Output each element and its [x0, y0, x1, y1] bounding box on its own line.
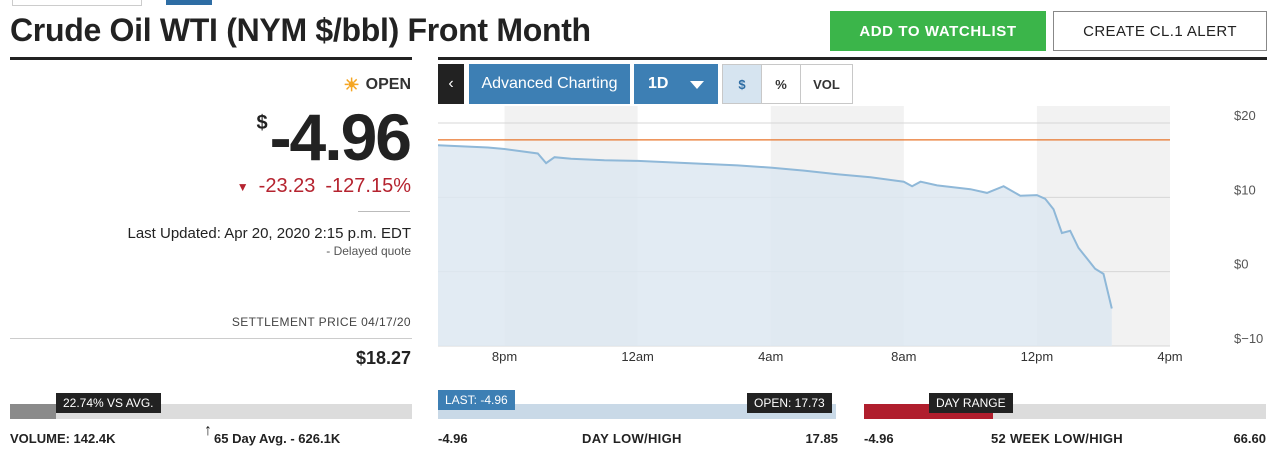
market-status: ☀ OPEN [344, 76, 411, 94]
price-area [438, 145, 1112, 346]
week52-low: -4.96 [864, 431, 894, 446]
week52-low-high-label: 52 WEEK LOW/HIGH [991, 431, 1123, 446]
change-value: -23.23 [258, 175, 316, 197]
day-range-tag: DAY RANGE [929, 393, 1013, 413]
price-chart-svg: $20 $10 $0 $−10 8pm 12am 4am 8am 12pm 4pm [438, 106, 1263, 364]
chevron-left-icon[interactable]: ‹ [438, 64, 464, 104]
arrow-up-icon: ↑ [204, 422, 212, 439]
price-display: $ -4.96 [256, 100, 412, 174]
price-line [438, 144, 1113, 309]
open-price-tag: OPEN: 17.73 [747, 393, 832, 413]
volume-vs-avg-tag: 22.74% VS AVG. [56, 393, 161, 413]
change-percent: -127.15% [325, 175, 411, 197]
y-tick-label: $0 [1234, 257, 1248, 272]
caret-down-icon [690, 81, 704, 89]
interval-value: 1D [648, 75, 669, 92]
currency-symbol: $ [256, 112, 268, 134]
day-low-high-label: DAY LOW/HIGH [582, 431, 682, 446]
x-tick-label: 8am [891, 349, 916, 364]
mode-dollar-button[interactable]: $ [723, 65, 762, 103]
quote-header-rule [10, 57, 412, 60]
settlement-label: SETTLEMENT PRICE 04/17/20 [231, 315, 411, 329]
page-title: Crude Oil WTI (NYM $/bbl) Front Month [10, 12, 591, 48]
delayed-quote-note: - Delayed quote [326, 244, 411, 258]
sun-icon: ☀ [343, 75, 360, 95]
volume-label: VOLUME: 142.4K [10, 431, 116, 446]
last-updated: Last Updated: Apr 20, 2020 2:15 p.m. EDT [127, 225, 411, 242]
week52-range-bar [864, 404, 1266, 419]
y-tick-label: $10 [1234, 182, 1256, 197]
mode-percent-button[interactable]: % [762, 65, 801, 103]
create-alert-button[interactable]: CREATE CL.1 ALERT [1053, 11, 1267, 51]
x-tick-label: 8pm [492, 349, 517, 364]
volume-bar-fill [10, 404, 56, 419]
last-price: -4.96 [269, 100, 412, 174]
divider [358, 211, 410, 212]
day-low: -4.96 [438, 431, 468, 446]
x-tick-label: 12pm [1021, 349, 1054, 364]
x-tick-label: 12am [621, 349, 654, 364]
x-tick-label: 4pm [1157, 349, 1182, 364]
price-change: ▼ -23.23 -127.15% [237, 175, 411, 198]
settlement-value: $18.27 [355, 348, 411, 368]
last-price-tag: LAST: -4.96 [438, 390, 515, 410]
market-status-label: OPEN [365, 76, 411, 93]
y-tick-label: $−10 [1234, 331, 1263, 346]
advanced-charting-button[interactable]: Advanced Charting [469, 64, 630, 104]
x-tick-label: 4am [758, 349, 783, 364]
divider [10, 338, 412, 339]
mode-volume-button[interactable]: VOL [813, 76, 840, 92]
chart-mode-toggle: $ % VOL [722, 64, 853, 104]
week52-high: 66.60 [1233, 431, 1266, 446]
volume-avg-label: 65 Day Avg. - 626.1K [214, 431, 341, 446]
add-to-watchlist-button[interactable]: ADD TO WATCHLIST [830, 11, 1046, 51]
top-cutoff-element [12, 0, 142, 6]
chart-header-rule [438, 57, 1267, 60]
price-chart[interactable]: $20 $10 $0 $−10 8pm 12am 4am 8am 12pm 4pm [438, 106, 1280, 372]
top-cutoff-tab [166, 0, 212, 5]
day-high: 17.85 [805, 431, 838, 446]
triangle-down-icon: ▼ [236, 179, 249, 194]
day-range-bar [438, 404, 836, 419]
y-tick-label: $20 [1234, 108, 1256, 123]
interval-select[interactable]: 1D [634, 64, 718, 104]
